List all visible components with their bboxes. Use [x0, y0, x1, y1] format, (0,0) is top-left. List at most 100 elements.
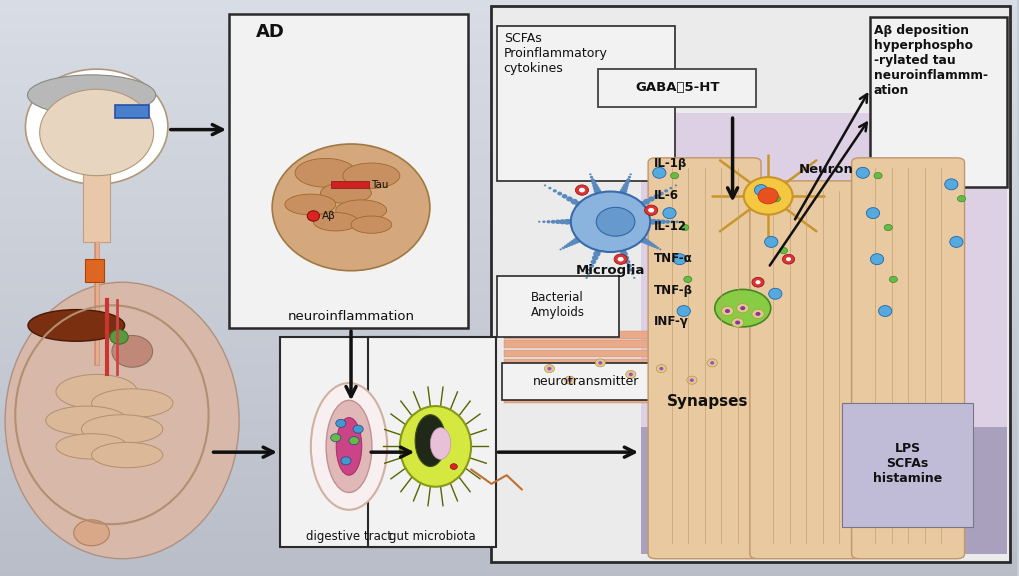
Ellipse shape [46, 406, 127, 435]
FancyBboxPatch shape [598, 69, 755, 107]
Ellipse shape [548, 187, 551, 190]
Bar [0, 259, 1017, 265]
Ellipse shape [590, 260, 596, 264]
Bar [0, 184, 1017, 190]
Bar [0, 115, 1017, 121]
Bar [0, 311, 1017, 317]
Ellipse shape [624, 260, 630, 264]
Bar [0, 478, 1017, 484]
Ellipse shape [590, 178, 594, 181]
Bar [0, 467, 1017, 472]
FancyBboxPatch shape [84, 132, 110, 242]
Bar [0, 179, 1017, 184]
Ellipse shape [320, 183, 371, 203]
Ellipse shape [593, 188, 600, 194]
Ellipse shape [353, 425, 363, 433]
Bar [0, 564, 1017, 570]
Bar [0, 121, 1017, 127]
FancyBboxPatch shape [503, 377, 869, 385]
Ellipse shape [28, 75, 156, 115]
Ellipse shape [669, 220, 674, 223]
Text: TNF-β: TNF-β [653, 284, 693, 297]
Text: Microglia: Microglia [575, 264, 645, 276]
Bar [0, 104, 1017, 109]
Ellipse shape [589, 173, 591, 175]
FancyBboxPatch shape [851, 158, 964, 559]
Ellipse shape [649, 219, 657, 225]
Ellipse shape [652, 245, 656, 248]
Bar [0, 305, 1017, 311]
Bar [0, 351, 1017, 357]
Bar [0, 127, 1017, 132]
Text: neurotransmitter: neurotransmitter [532, 375, 639, 388]
Ellipse shape [330, 434, 340, 442]
Ellipse shape [658, 367, 662, 370]
Ellipse shape [558, 248, 561, 251]
Ellipse shape [618, 247, 626, 253]
Ellipse shape [754, 184, 767, 196]
Ellipse shape [593, 251, 600, 257]
Ellipse shape [720, 306, 733, 316]
Ellipse shape [340, 457, 351, 465]
Ellipse shape [629, 173, 631, 175]
Ellipse shape [592, 183, 597, 188]
Ellipse shape [92, 389, 173, 418]
Ellipse shape [668, 187, 672, 190]
Ellipse shape [633, 277, 635, 279]
Bar [0, 156, 1017, 161]
Bar [0, 346, 1017, 351]
Bar [0, 461, 1017, 467]
Bar [0, 12, 1017, 17]
Bar [0, 501, 1017, 507]
Ellipse shape [652, 168, 665, 179]
Bar [0, 265, 1017, 271]
Ellipse shape [616, 257, 623, 262]
Ellipse shape [731, 318, 743, 327]
Ellipse shape [415, 415, 445, 467]
Text: IL-12: IL-12 [653, 221, 687, 233]
FancyBboxPatch shape [496, 26, 674, 181]
Ellipse shape [628, 373, 632, 376]
Text: Aβ: Aβ [321, 211, 335, 221]
Ellipse shape [348, 437, 359, 445]
Ellipse shape [755, 312, 760, 316]
Bar [0, 40, 1017, 46]
Bar [0, 190, 1017, 196]
Ellipse shape [655, 365, 665, 373]
Ellipse shape [326, 400, 372, 492]
Bar [0, 52, 1017, 58]
Bar [0, 271, 1017, 276]
Ellipse shape [675, 221, 678, 223]
Ellipse shape [92, 442, 163, 468]
Bar [0, 432, 1017, 438]
Ellipse shape [543, 184, 546, 187]
Ellipse shape [25, 69, 168, 184]
Bar [0, 426, 1017, 432]
Ellipse shape [674, 184, 677, 187]
Bar [0, 242, 1017, 248]
Bar [0, 374, 1017, 380]
FancyBboxPatch shape [749, 181, 862, 559]
Bar [0, 294, 1017, 300]
Bar [0, 438, 1017, 444]
Text: neuroinflammation: neuroinflammation [287, 310, 414, 323]
FancyBboxPatch shape [842, 403, 972, 527]
Text: GABA、5-HT: GABA、5-HT [635, 81, 719, 94]
Bar [0, 23, 1017, 29]
Bar [0, 415, 1017, 420]
Ellipse shape [568, 378, 572, 382]
FancyBboxPatch shape [86, 259, 104, 282]
Ellipse shape [626, 264, 631, 268]
Ellipse shape [637, 201, 645, 207]
FancyBboxPatch shape [279, 337, 417, 547]
Text: SCFAs
Proinflammatory
cytokines: SCFAs Proinflammatory cytokines [503, 32, 607, 75]
Ellipse shape [351, 216, 391, 233]
Bar [0, 150, 1017, 156]
Bar [0, 541, 1017, 547]
Ellipse shape [764, 237, 777, 248]
Ellipse shape [683, 276, 691, 283]
Text: LPS
SCFAs
histamine: LPS SCFAs histamine [872, 442, 942, 485]
Bar [0, 386, 1017, 392]
Text: IL-1β: IL-1β [653, 157, 687, 170]
Bar [0, 196, 1017, 202]
